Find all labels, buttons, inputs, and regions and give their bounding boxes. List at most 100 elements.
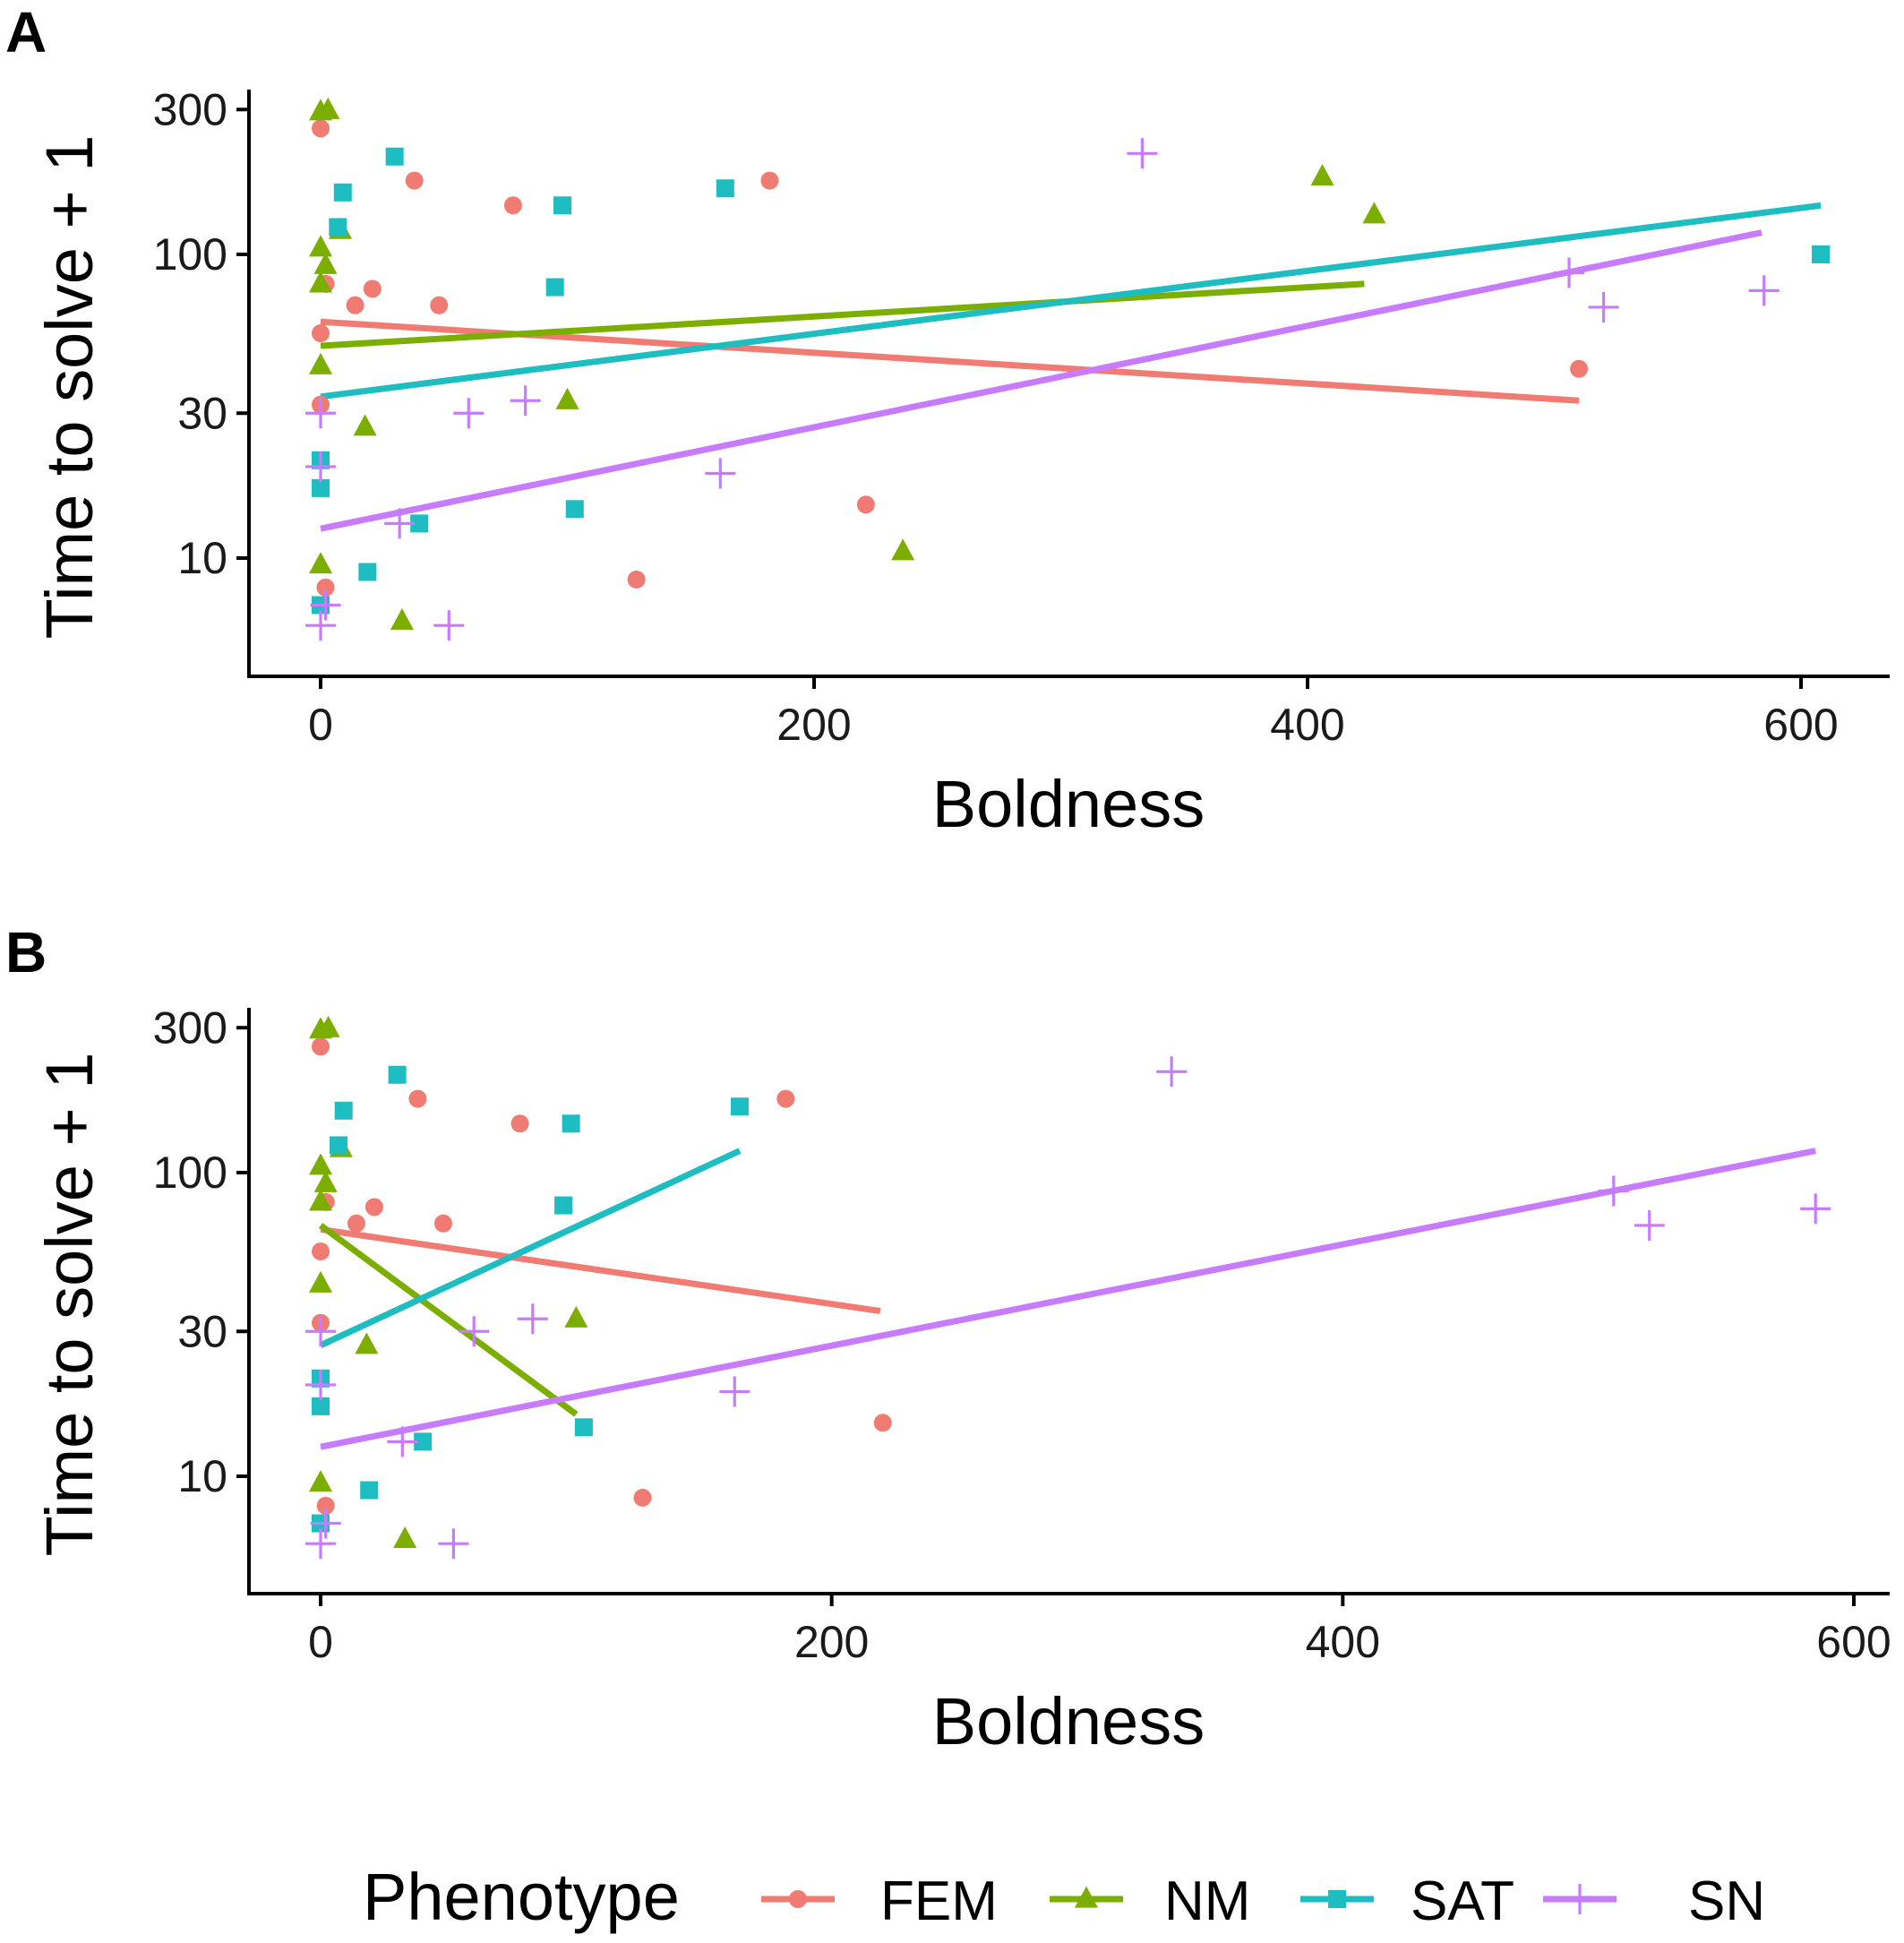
data-point-nm <box>309 271 332 293</box>
data-point-sat <box>333 183 352 202</box>
data-point-nm <box>316 97 340 119</box>
data-point-sat <box>329 218 347 236</box>
data-point-nm <box>309 1153 332 1175</box>
x-tick-label: 400 <box>1270 700 1344 750</box>
data-point-fem <box>433 1214 452 1233</box>
data-point-fem <box>405 171 424 190</box>
data-point-fem <box>408 1089 427 1108</box>
data-point-fem <box>627 570 646 589</box>
legend-label: SAT <box>1411 1870 1514 1932</box>
legend-key-marker <box>1328 1890 1346 1908</box>
panel-a-label: A <box>5 0 47 64</box>
data-point-nm <box>313 1170 338 1192</box>
data-point-sn <box>1800 1193 1831 1225</box>
data-point-sn <box>517 1303 548 1335</box>
data-point-sat <box>545 278 564 297</box>
data-point-sat <box>358 563 377 581</box>
data-point-fem <box>856 495 875 514</box>
data-point-sn <box>1748 275 1780 306</box>
data-point-sat <box>385 147 404 166</box>
x-tick-label: 600 <box>1816 1617 1891 1667</box>
legend-item-fem: FEM <box>761 1870 998 1932</box>
fit-line-sn <box>320 229 1762 532</box>
legend-items: FEM NM SAT SN <box>761 1870 1765 1932</box>
fit-line-nm <box>318 1223 579 1417</box>
x-tick-label: 200 <box>776 700 851 750</box>
x-tick-label: 400 <box>1306 1617 1380 1667</box>
data-point-nm <box>353 414 377 436</box>
data-point-sn <box>510 385 541 417</box>
data-point-nm <box>309 235 332 257</box>
y-tick-label: 100 <box>153 1148 227 1198</box>
x-tick-label: 200 <box>794 1617 869 1667</box>
data-point-fem <box>346 296 365 314</box>
y-tick-label: 10 <box>177 533 227 583</box>
data-point-sn <box>1156 1056 1188 1088</box>
data-point-fem <box>776 1089 795 1108</box>
panel-a: A 0 200 400 600 10 30 100 300 Boldness Time to … <box>5 0 1890 841</box>
data-point-sat <box>730 1097 749 1116</box>
x-tick-label: 600 <box>1763 700 1838 750</box>
data-point-sn <box>1598 1175 1629 1207</box>
panel-a-axes: 0 200 400 600 10 30 100 300 <box>153 84 1890 750</box>
data-point-sn <box>438 1528 469 1560</box>
data-point-fem <box>760 171 779 190</box>
x-tick-label: 0 <box>308 700 333 750</box>
data-point-nm <box>316 1015 340 1037</box>
panel-a-plot-area <box>305 97 1831 641</box>
panel-b-axes: 0 200 400 600 10 30 100 300 <box>153 1002 1891 1667</box>
data-point-nm <box>891 538 915 561</box>
panel-a-x-axis-title: Boldness <box>932 767 1205 841</box>
data-point-sat <box>562 1114 580 1133</box>
data-point-sn <box>705 458 736 489</box>
data-point-sn <box>305 610 336 641</box>
data-point-fem <box>312 1037 330 1056</box>
data-point-sn <box>433 610 465 641</box>
data-point-sn <box>387 1426 418 1457</box>
data-point-fem <box>316 1496 335 1515</box>
data-point-sn <box>305 1316 336 1347</box>
data-point-sat <box>312 1397 330 1415</box>
data-point-sat <box>360 1481 379 1500</box>
data-point-sat <box>553 196 571 215</box>
legend-item-nm: NM <box>1050 1870 1250 1932</box>
data-point-nm <box>309 1470 332 1492</box>
data-point-fem <box>633 1488 652 1507</box>
data-point-fem <box>1570 359 1589 378</box>
data-point-sat <box>574 1418 593 1437</box>
panel-b-label: B <box>5 920 47 984</box>
data-point-sn <box>310 1508 341 1539</box>
data-point-sat <box>1812 245 1831 263</box>
data-point-fem <box>347 1214 365 1233</box>
data-point-sn <box>384 508 416 539</box>
data-point-nm <box>309 552 332 574</box>
panel-b: B 0 200 400 600 10 30 100 300 Boldness Time to … <box>5 920 1891 1758</box>
data-point-sn <box>719 1376 750 1407</box>
data-point-sat <box>410 514 429 533</box>
data-point-sn <box>1634 1209 1665 1241</box>
data-point-nm <box>564 1305 588 1328</box>
data-point-sn <box>305 1369 336 1400</box>
y-tick-label: 300 <box>153 84 227 134</box>
fit-line-sn <box>320 1148 1816 1450</box>
data-point-nm <box>309 1189 332 1211</box>
data-point-sn <box>459 1316 490 1347</box>
data-point-nm <box>390 607 414 630</box>
data-point-fem <box>316 578 335 597</box>
data-point-sn <box>305 451 336 482</box>
data-point-fem <box>365 1198 383 1217</box>
legend-key-marker <box>789 1890 807 1908</box>
data-point-sat <box>414 1432 433 1451</box>
data-point-nm <box>309 1270 332 1293</box>
data-point-sat <box>565 500 584 519</box>
legend-key-marker <box>1565 1884 1595 1914</box>
fit-line-sat <box>319 1148 742 1348</box>
y-tick-label: 100 <box>153 229 227 279</box>
data-point-sn <box>1554 257 1585 288</box>
data-point-sn <box>453 398 485 429</box>
legend-item-sn: SN <box>1543 1870 1765 1932</box>
data-point-sat <box>329 1136 347 1155</box>
x-tick-label: 0 <box>308 1617 333 1667</box>
y-tick-label: 30 <box>177 388 227 438</box>
fit-line-sat <box>320 202 1822 400</box>
